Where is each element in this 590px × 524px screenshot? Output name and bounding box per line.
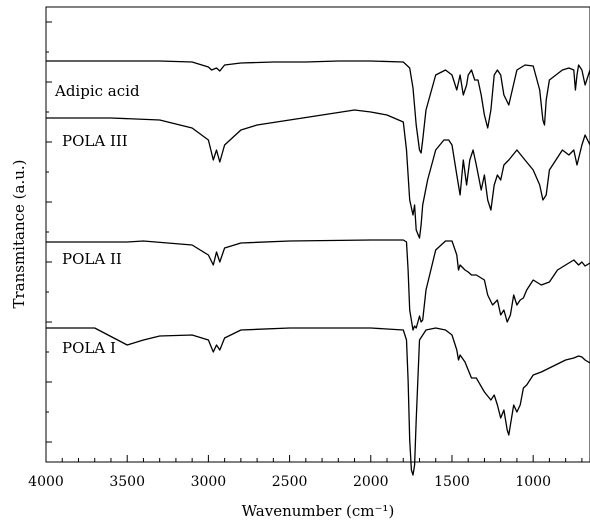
x-axis-tick-labels: 4000 3500 3000 2500 2000 1500 1000	[28, 474, 551, 490]
series-label-pola-i: POLA I	[62, 339, 116, 357]
x-axis-ticks	[45, 455, 583, 462]
series-line-pola-ii	[46, 239, 590, 331]
x-tick-label: 3500	[109, 474, 145, 490]
x-tick-label: 3000	[191, 474, 227, 490]
x-tick-label: 4000	[28, 474, 64, 490]
series-label-adipic-acid: Adipic acid	[54, 82, 140, 100]
plot-frame	[45, 6, 590, 463]
series-labels: Adipic acid POLA III POLA II POLA I	[54, 82, 140, 357]
x-tick-label: 1000	[515, 474, 551, 490]
x-tick-label: 2000	[353, 474, 389, 490]
x-tick-label: 2500	[272, 474, 308, 490]
y-axis-ticks	[46, 21, 52, 443]
series-line-pola-i	[46, 327, 590, 476]
series-label-pola-ii: POLA II	[62, 250, 122, 268]
x-axis-title: Wavenumber (cm⁻¹)	[242, 502, 395, 520]
series-line-pola-iii	[46, 109, 590, 239]
series-line-adipic-acid	[46, 60, 590, 154]
x-tick-label: 1500	[434, 474, 470, 490]
series-label-pola-iii: POLA III	[62, 132, 128, 150]
spectra	[46, 60, 590, 476]
y-axis-title: Transmitance (a.u.)	[10, 159, 28, 308]
